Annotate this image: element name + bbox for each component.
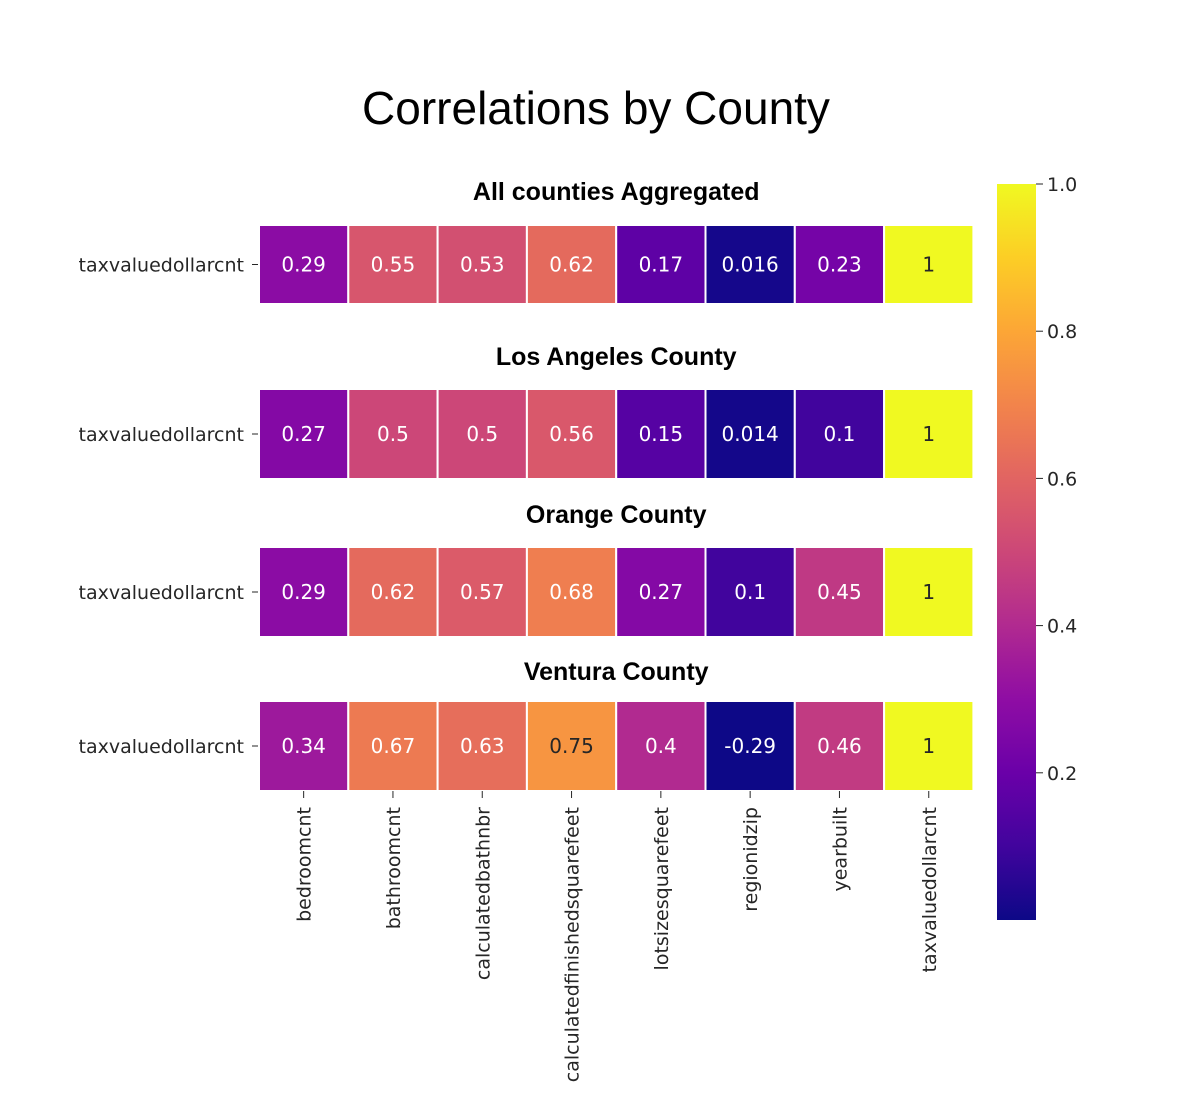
cell-value-label: 0.4 bbox=[645, 734, 677, 758]
cell-value-label: 0.23 bbox=[817, 253, 862, 277]
cell-value-label: 0.29 bbox=[281, 253, 326, 277]
colorbar-tick-label: 1.0 bbox=[1047, 174, 1077, 196]
cell-value-label: 0.46 bbox=[817, 734, 862, 758]
heatmap-cell bbox=[258, 388, 350, 480]
heatmap-cell bbox=[347, 546, 439, 638]
heatmap-cell bbox=[615, 546, 707, 638]
cell-value-label: 0.34 bbox=[281, 734, 326, 758]
heatmap-cell bbox=[704, 388, 796, 480]
x-axis: bedroomcnt bathroomcnt calculatedbathnbr ca… bbox=[294, 791, 941, 1082]
row-label: taxvaluedollarcnt bbox=[79, 424, 244, 446]
cell-value-label: 0.56 bbox=[549, 422, 594, 446]
cell-value-label: 0.27 bbox=[281, 422, 326, 446]
column-label: regionidzip bbox=[740, 807, 762, 912]
panel-title: Los Angeles County bbox=[496, 343, 737, 371]
cell-value-label: 0.75 bbox=[549, 734, 594, 758]
colorbar-tick-label: 0.2 bbox=[1047, 763, 1077, 785]
cell-value-label: 1 bbox=[922, 253, 935, 277]
heatmap-cell bbox=[525, 700, 618, 792]
column-label: calculatedfinishedsquarefeet bbox=[562, 807, 584, 1082]
cell-value-label: 1 bbox=[922, 580, 935, 604]
row-label: taxvaluedollarcnt bbox=[79, 255, 244, 277]
heatmap-cell bbox=[436, 388, 528, 480]
colorbar-ticks: 0.2 0.4 0.6 0.8 1.0 bbox=[1036, 174, 1077, 785]
heatmap-cell bbox=[436, 700, 528, 792]
heatmap-cell bbox=[793, 388, 886, 480]
cell-value-label: -0.29 bbox=[724, 734, 776, 758]
cell-value-label: 0.016 bbox=[722, 253, 779, 277]
cell-value-label: 1 bbox=[922, 422, 935, 446]
heatmap-panel: Los Angeles County taxvaluedollarcnt 0.27 0… bbox=[79, 343, 975, 480]
column-label: lotsizesquarefeet bbox=[651, 807, 673, 970]
heatmap-cell bbox=[258, 546, 350, 638]
heatmap-cell bbox=[704, 546, 796, 638]
cell-value-label: 0.1 bbox=[824, 422, 856, 446]
heatmap-cell bbox=[883, 388, 975, 480]
cell-value-label: 0.57 bbox=[460, 580, 505, 604]
column-label: bedroomcnt bbox=[294, 807, 316, 922]
heatmap-cell bbox=[347, 224, 439, 305]
heatmap-cell bbox=[525, 388, 618, 480]
heatmap-panel: Ventura County taxvaluedollarcnt 0.34 0.67 0… bbox=[79, 658, 975, 792]
cell-value-label: 0.45 bbox=[817, 580, 862, 604]
cell-value-label: 0.63 bbox=[460, 734, 505, 758]
panel-title: Ventura County bbox=[524, 658, 709, 686]
row-label: taxvaluedollarcnt bbox=[79, 582, 244, 604]
heatmap-panel: Orange County taxvaluedollarcnt 0.29 0.62 0.… bbox=[79, 501, 975, 638]
cell-value-label: 0.014 bbox=[722, 422, 779, 446]
heatmap-cell bbox=[793, 700, 886, 792]
column-label: calculatedbathnbr bbox=[472, 807, 494, 980]
colorbar-tick-label: 0.6 bbox=[1047, 468, 1077, 490]
colorbar: 0.2 0.4 0.6 0.8 1.0 bbox=[997, 174, 1077, 920]
panel-title: Orange County bbox=[526, 501, 707, 529]
heatmap-cell bbox=[258, 700, 350, 792]
heatmap-cell bbox=[883, 224, 975, 305]
colorbar-gradient bbox=[997, 184, 1036, 920]
cell-value-label: 0.67 bbox=[371, 734, 416, 758]
figure-title: Correlations by County bbox=[362, 82, 830, 134]
heatmap-cell bbox=[347, 700, 439, 792]
column-label: yearbuilt bbox=[829, 807, 851, 892]
heatmap-cell bbox=[436, 224, 528, 305]
cell-value-label: 0.15 bbox=[639, 422, 684, 446]
panel-title: All counties Aggregated bbox=[473, 178, 760, 206]
cell-value-label: 0.53 bbox=[460, 253, 505, 277]
colorbar-tick-label: 0.4 bbox=[1047, 616, 1077, 638]
colorbar-tick-label: 0.8 bbox=[1047, 321, 1077, 343]
cell-value-label: 0.55 bbox=[371, 253, 416, 277]
cell-value-label: 0.29 bbox=[281, 580, 326, 604]
heatmap-panels: All counties Aggregated taxvaluedollarcnt… bbox=[79, 178, 975, 792]
heatmap-cell bbox=[883, 546, 975, 638]
cell-value-label: 0.62 bbox=[371, 580, 416, 604]
heatmap-cell bbox=[793, 546, 886, 638]
heatmap-cell bbox=[347, 388, 439, 480]
heatmap-panel: All counties Aggregated taxvaluedollarcnt… bbox=[79, 178, 975, 305]
cell-value-label: 0.27 bbox=[639, 580, 684, 604]
cell-value-label: 0.17 bbox=[639, 253, 684, 277]
heatmap-cell bbox=[436, 546, 528, 638]
cell-value-label: 0.62 bbox=[549, 253, 594, 277]
cell-value-label: 0.68 bbox=[549, 580, 594, 604]
column-label: taxvaluedollarcnt bbox=[919, 807, 941, 972]
cell-value-label: 0.5 bbox=[377, 422, 409, 446]
heatmap-cell bbox=[615, 700, 707, 792]
cell-value-label: 0.1 bbox=[734, 580, 766, 604]
cell-value-label: 1 bbox=[922, 734, 935, 758]
cell-value-label: 0.5 bbox=[466, 422, 498, 446]
row-label: taxvaluedollarcnt bbox=[79, 736, 244, 758]
column-label: bathroomcnt bbox=[383, 807, 405, 929]
